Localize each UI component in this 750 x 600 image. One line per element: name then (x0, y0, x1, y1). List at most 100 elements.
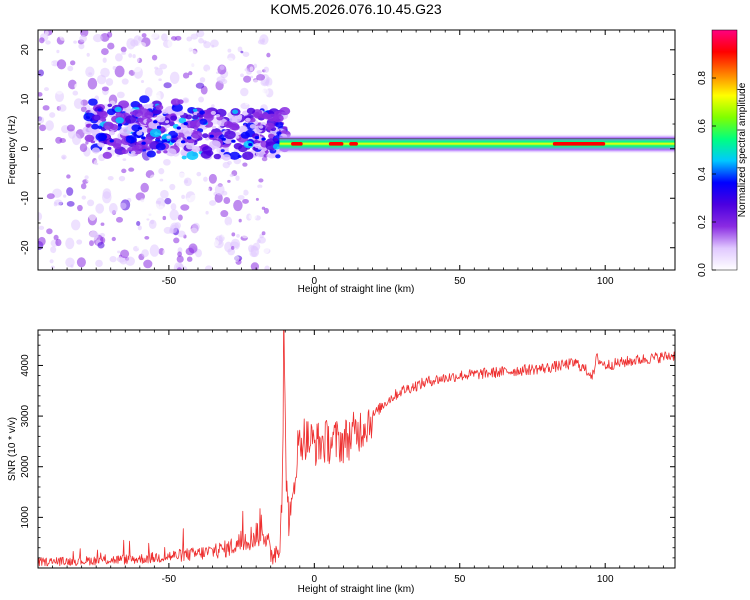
noise-blob (154, 80, 159, 84)
noise-blob (231, 245, 235, 250)
noise-blob (167, 39, 175, 49)
noise-blob (188, 243, 198, 254)
noise-blob (214, 214, 218, 218)
noise-blob (116, 216, 123, 223)
noise-band-blob (91, 114, 101, 122)
noise-blob (147, 67, 152, 72)
noise-blob (43, 57, 51, 64)
noise-blob (143, 259, 153, 269)
y-tick-label: 20 (20, 44, 31, 56)
noise-blob (163, 158, 171, 166)
noise-blob (116, 91, 125, 99)
noise-blob (201, 183, 209, 192)
noise-blob (38, 69, 44, 77)
noise-band-blob (88, 98, 98, 106)
top-x-ticks: -50 0 50 100 (37, 30, 664, 287)
noise-blob (64, 48, 74, 57)
noise-peak-spot (221, 137, 226, 141)
noise-blob (53, 234, 59, 241)
noise-blob (55, 87, 64, 95)
x-tick-label: -50 (162, 574, 177, 585)
noise-band-blob (282, 126, 288, 130)
noise-band-blob (127, 147, 134, 152)
signal-peak-segment (552, 142, 606, 146)
noise-blob (151, 54, 158, 61)
noise-blob (78, 43, 85, 50)
noise-blob (248, 213, 257, 220)
noise-blob (137, 225, 142, 231)
noise-blob (227, 224, 231, 229)
noise-band-blob (199, 118, 208, 125)
noise-band-blob (171, 103, 183, 112)
noise-blob (136, 241, 143, 250)
noise-blob (224, 216, 233, 226)
noise-blob (59, 31, 67, 41)
noise-blob (198, 38, 204, 44)
noise-blob (112, 65, 117, 70)
noise-band-blob (132, 144, 140, 151)
noise-band-blob (185, 114, 193, 120)
noise-blob (138, 160, 142, 164)
noise-band-blob (170, 139, 176, 143)
noise-blob (189, 194, 199, 207)
noise-band-blob (199, 110, 205, 115)
noise-blob (128, 211, 137, 222)
noise-band-blob (139, 106, 144, 110)
x-tick-label: 100 (597, 276, 614, 287)
noise-blob (102, 188, 112, 199)
noise-blob (115, 245, 122, 252)
noise-blob (149, 30, 159, 39)
noise-blob (240, 190, 244, 195)
noise-band-blob (181, 155, 187, 160)
noise-blob (211, 104, 215, 108)
noise-band-blob (107, 146, 112, 150)
noise-blob (188, 71, 193, 76)
noise-blob (137, 167, 143, 175)
noise-blob (261, 206, 266, 210)
noise-band-blob (129, 111, 136, 116)
noise-blob (56, 59, 67, 70)
noise-blob (249, 66, 254, 72)
noise-band-blob (211, 125, 217, 130)
noise-blob (45, 80, 52, 85)
noise-blob (107, 31, 113, 38)
noise-band-blob (221, 154, 231, 161)
noise-blob (260, 79, 270, 87)
noise-blob (205, 210, 209, 215)
noise-blob (258, 87, 269, 97)
noise-blob (225, 181, 233, 188)
noise-blob (65, 237, 75, 250)
noise-blob (162, 215, 167, 221)
noise-band-blob (121, 149, 129, 155)
noise-blob (38, 199, 48, 210)
colorbar-frame (711, 29, 738, 271)
noise-blob (76, 257, 86, 268)
noise-blob (195, 248, 202, 258)
signal-peak-segment (291, 142, 303, 146)
noise-blob (184, 163, 195, 175)
noise-blob (251, 79, 260, 86)
noise-band-blob (201, 133, 209, 139)
noise-blob (261, 231, 266, 236)
noise-blob (126, 38, 136, 50)
noise-blob (190, 101, 195, 106)
noise-blob (155, 200, 162, 205)
noise-blob (62, 156, 66, 160)
noise-blob (42, 105, 50, 111)
noise-blob (107, 42, 115, 50)
noise-blob (240, 73, 244, 78)
noise-blob (55, 238, 62, 247)
colorbar-tick-label: 0.0 (697, 263, 708, 277)
noise-band-blob (242, 151, 254, 161)
noise-blob (233, 199, 243, 212)
noise-blob (152, 202, 160, 211)
noise-band-blob (190, 120, 201, 128)
noise-blob (81, 62, 87, 68)
colorbar-label: Normalized spectral amplitude (737, 82, 748, 217)
noise-band-blob (115, 117, 124, 124)
noise-blob (72, 90, 79, 96)
noise-blob (122, 158, 127, 161)
noise-blob (208, 250, 216, 259)
noise-blob (59, 137, 66, 144)
noise-band-blob (91, 123, 99, 130)
